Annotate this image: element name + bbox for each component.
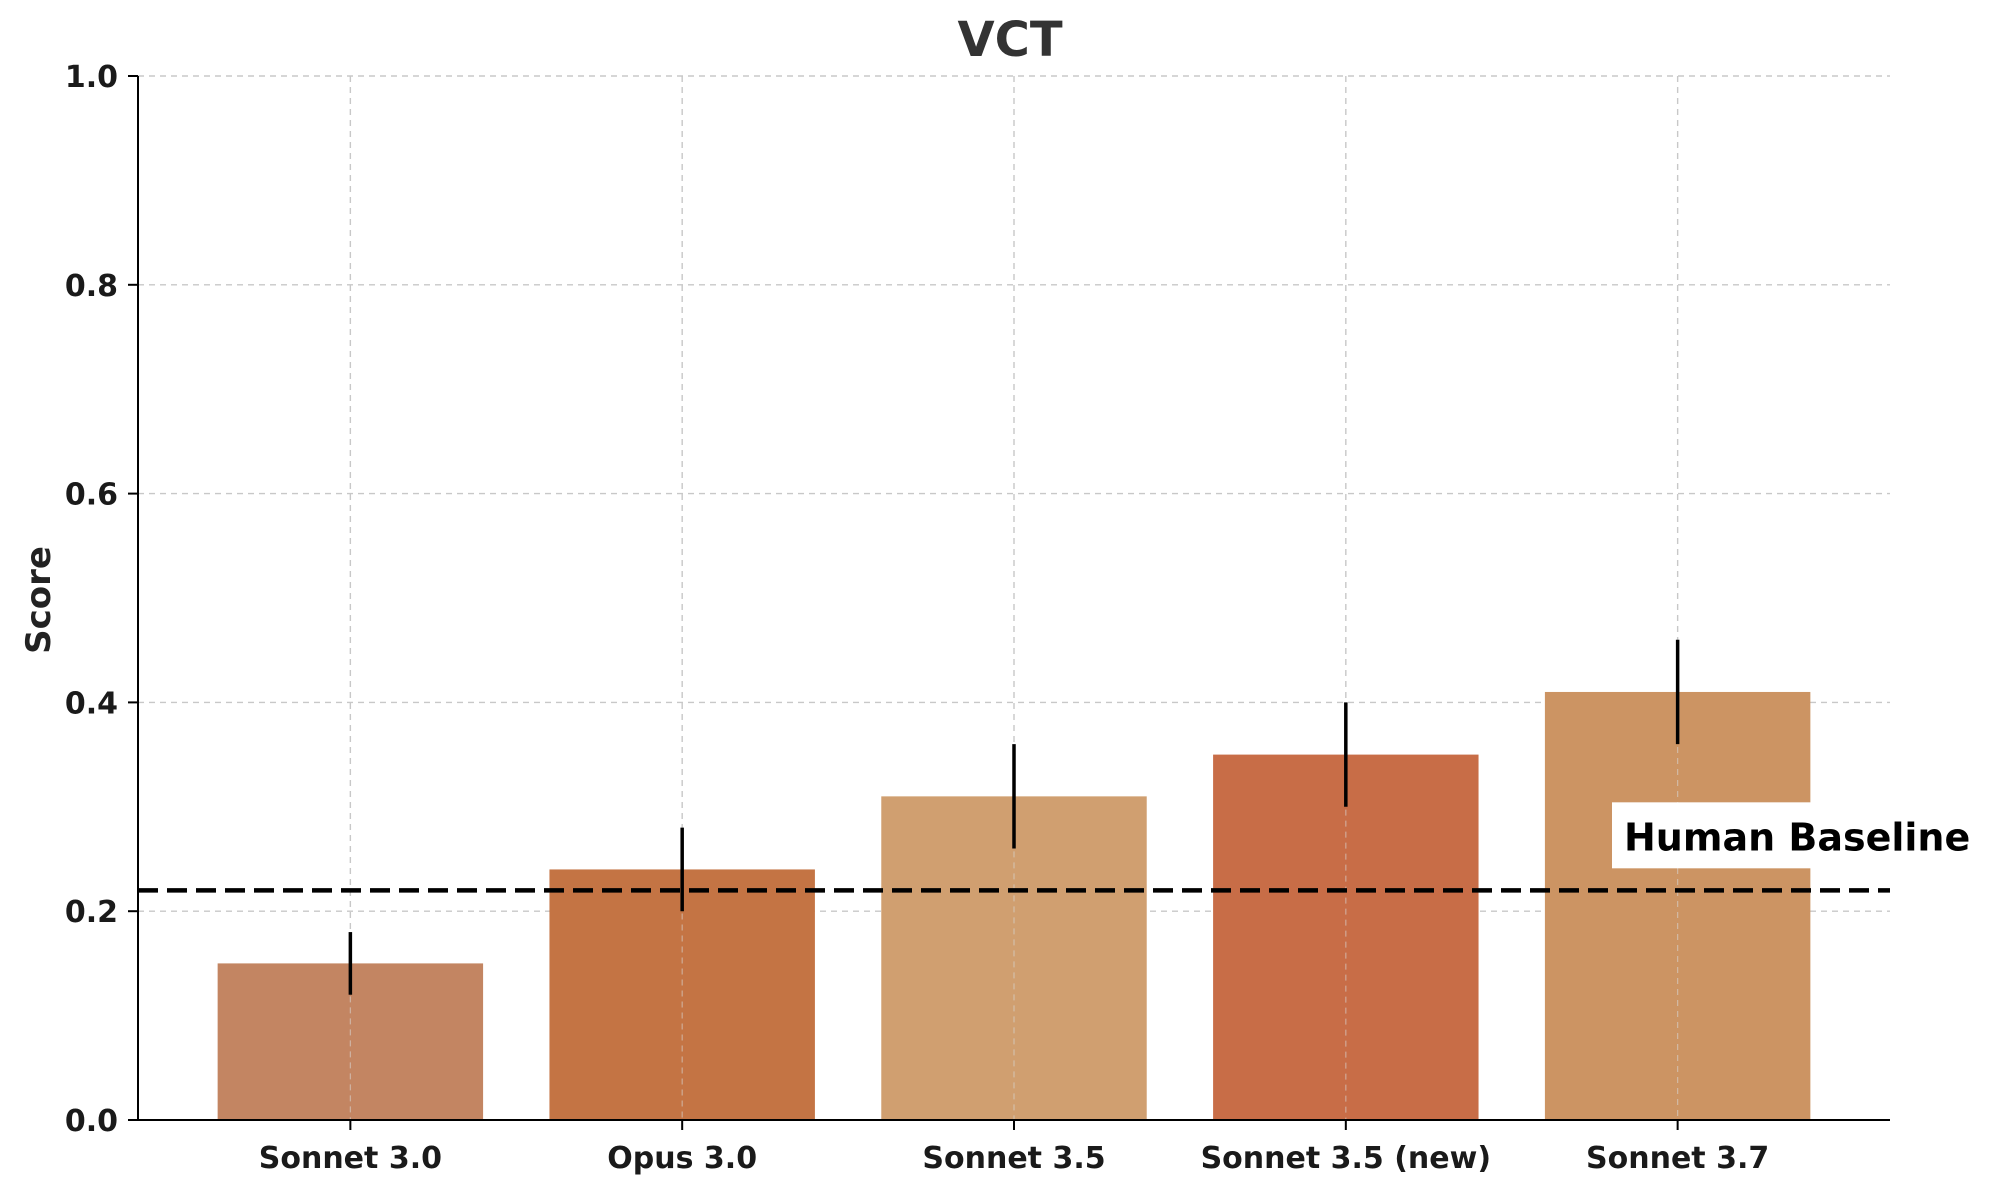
- x-tick-label: Sonnet 3.5: [922, 1141, 1105, 1176]
- x-tick-label: Sonnet 3.7: [1586, 1141, 1769, 1176]
- x-tick-label: Sonnet 3.0: [259, 1141, 442, 1176]
- x-tick-label: Opus 3.0: [607, 1141, 757, 1176]
- human-baseline-label: Human Baseline: [1624, 815, 1970, 859]
- bar-layer: [217, 691, 1811, 1120]
- y-tick-label: 1.0: [65, 60, 118, 95]
- y-axis-label: Score: [19, 546, 59, 654]
- chart-title: VCT: [957, 12, 1062, 68]
- reference-layer: Human Baseline: [138, 802, 1970, 893]
- y-tick-label: 0.8: [65, 269, 118, 304]
- x-tick-label: Sonnet 3.5 (new): [1201, 1141, 1492, 1176]
- y-tick-label: 0.4: [65, 686, 118, 721]
- y-tick-label: 0.2: [65, 895, 118, 930]
- error-bar-layer: [348, 639, 1680, 995]
- y-tick-label: 0.6: [65, 478, 118, 513]
- human-baseline-label-box: [1612, 802, 1964, 869]
- axis-layer: 0.0 0.2 0.4 0.6 0.8 1.0 Sonnet 3.0 Opus 3.0 Sonn…: [65, 60, 1890, 1176]
- y-tick-label: 0.0: [65, 1104, 118, 1139]
